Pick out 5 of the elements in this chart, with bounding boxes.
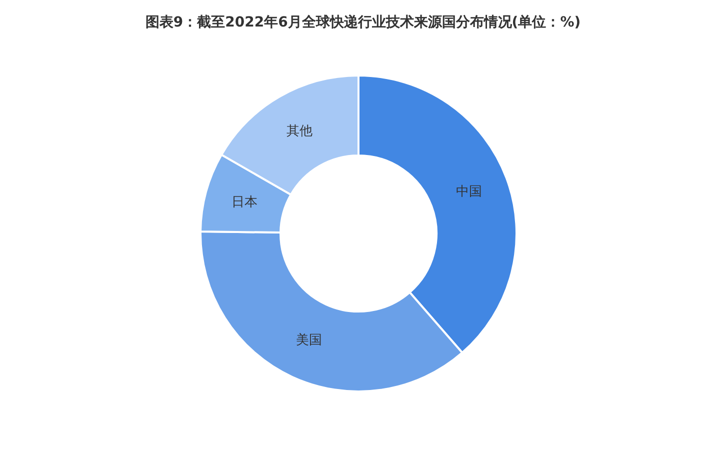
slice-label: 其他 [286,124,312,139]
chart-title: 图表9：截至2022年6月全球快递行业技术来源国分布情况(单位：%) [145,14,581,30]
slice-label: 美国 [296,332,322,348]
slice-label: 日本 [232,194,258,210]
slice-label: 中国 [456,184,482,200]
